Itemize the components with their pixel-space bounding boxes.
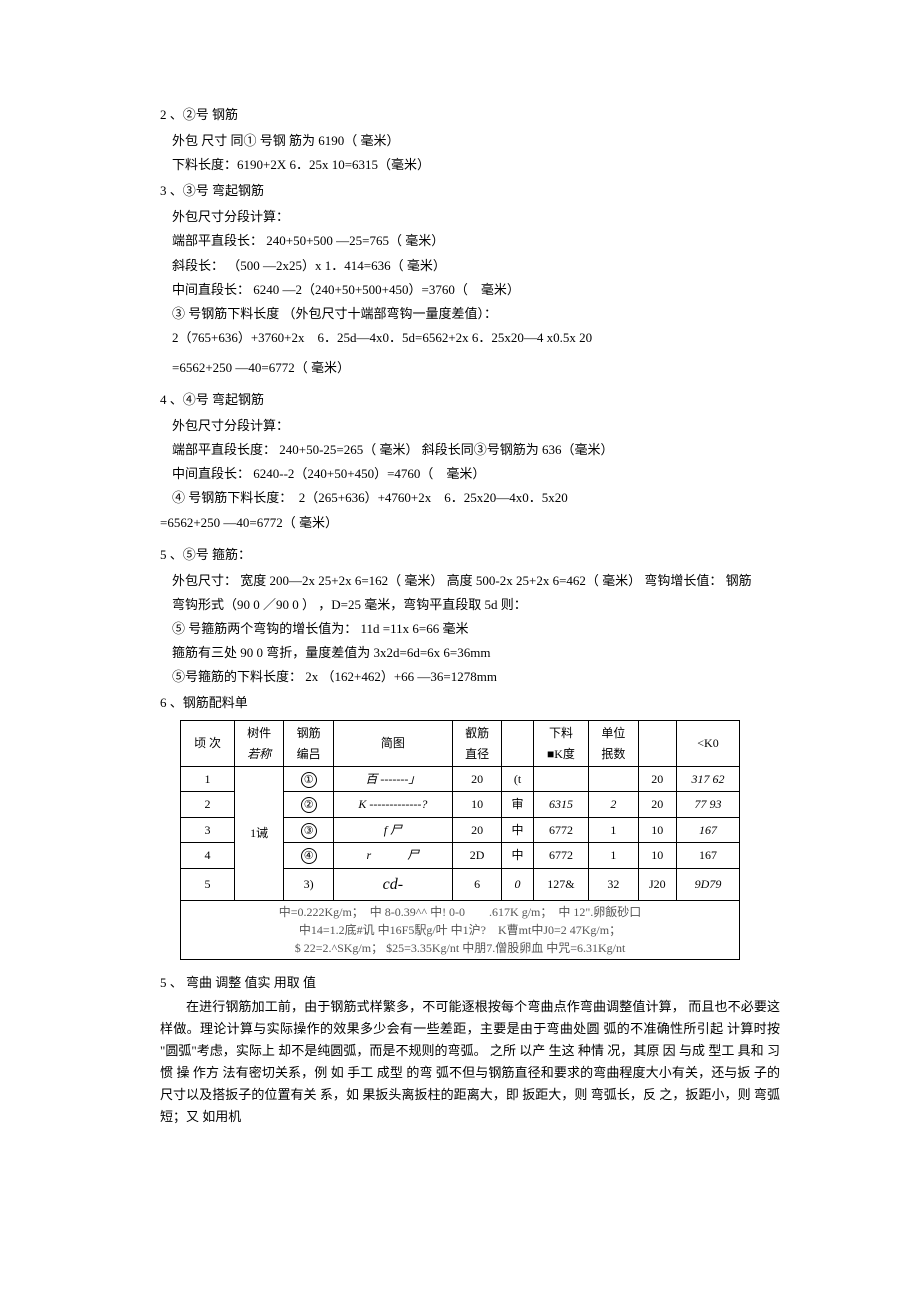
s5-line-2: 弯钩形式（90 0 ／90 0 ） ，D=25 毫米，弯钩平直段取 5d 则： <box>160 594 780 616</box>
s2-line-2: 下料长度：6190+2X 6．25x 10=6315（毫米） <box>160 154 780 176</box>
s3-line-4: 中间直段长： 6240 —2（240+50+500+450）=3760（ 毫米） <box>160 279 780 301</box>
cell-w: 167 <box>677 817 740 842</box>
cell-u: 审 <box>502 792 533 817</box>
cell-diagram: K -------------? <box>333 792 452 817</box>
cell-w: 9D79 <box>677 868 740 900</box>
s3-line-6: 2（765+636）+3760+2x 6．25d—4x0．5d=6562+2x … <box>160 327 780 349</box>
s5-line-5: ⑤号箍筋的下料长度： 2x （162+462）+66 —36=1278mm <box>160 666 780 688</box>
cell-un: 1 <box>589 843 638 868</box>
cell-cut: 6315 <box>533 792 588 817</box>
cell-u: (t <box>502 767 533 792</box>
section-3-heading: 3 、③号 弯起钢筋 <box>160 180 780 202</box>
s2-line-1: 外包 尺寸 同① 号钢 筋为 6190（ 毫米） <box>160 130 780 152</box>
cell-w: 77 93 <box>677 792 740 817</box>
cell-code: 3) <box>284 868 333 900</box>
s5-line-4: 箍筋有三处 90 0 弯折，量度差值为 3x2d=6d=6x 6=36mm <box>160 642 780 664</box>
cell-cut: 127& <box>533 868 588 900</box>
cell-dia: 2D <box>452 843 501 868</box>
th-diagram: 简图 <box>333 721 452 767</box>
cell-cut: 6772 <box>533 817 588 842</box>
cell-q: 10 <box>638 843 676 868</box>
cell-code: ② <box>284 792 333 817</box>
table-header-row: 顷 次 树件若称 钢筋编吕 简图 叡筋直径 下料■K度 单位抿数 <K0 <box>181 721 740 767</box>
section-6-heading: 6 、钢筋配料单 <box>160 692 780 714</box>
rebar-table: 顷 次 树件若称 钢筋编吕 简图 叡筋直径 下料■K度 单位抿数 <K0 1 1… <box>180 720 740 960</box>
s3-line-5: ③ 号钢筋下料长度 （外包尺寸十端部弯钩一量度差值）： <box>160 303 780 325</box>
th-cut-length: 下料■K度 <box>533 721 588 767</box>
s3-line-3: 斜段长： （500 —2x25）x 1．414=636（ 毫米） <box>160 255 780 277</box>
section-2-heading: 2 、②号 钢筋 <box>160 104 780 126</box>
th-diameter: 叡筋直径 <box>452 721 501 767</box>
cell-dia: 10 <box>452 792 501 817</box>
table-footer-cell: 中=0.222Kg/m； 中 8-0.39^^ 中! 0-0 .617K g/m… <box>181 900 740 959</box>
table-footer-row: 中=0.222Kg/m； 中 8-0.39^^ 中! 0-0 .617K g/m… <box>181 900 740 959</box>
section-5b-heading: 5 、 弯曲 调整 值实 用取 值 <box>160 972 780 994</box>
cell-code: ③ <box>284 817 333 842</box>
footer-line-1: 中=0.222Kg/m； 中 8-0.39^^ 中! 0-0 .617K g/m… <box>185 903 735 921</box>
footer-line-3: $ 22=2.^SKg/m； $25=3.35Kg/nt 中朋7.僧股卵血 中咒… <box>185 939 735 957</box>
footer-line-2: 中14=1.2底#讥 中16F5駅g/叶 中1沪? K曹mt中J0=2 47Kg… <box>185 921 735 939</box>
s5-line-1: 外包尺寸： 宽度 200—2x 25+2x 6=162（ 毫米） 高度 500-… <box>160 570 780 592</box>
cell-un: 2 <box>589 792 638 817</box>
cell-q: 20 <box>638 767 676 792</box>
cell-index: 4 <box>181 843 235 868</box>
cell-w: 317 62 <box>677 767 740 792</box>
section-4-heading: 4 、④号 弯起钢筋 <box>160 389 780 411</box>
section-5b-paragraph: 在进行钢筋加工前，由于钢筋式样繁多，不可能逐根按每个弯曲点作弯曲调整值计算， 而… <box>160 996 780 1129</box>
s3-line-2: 端部平直段长： 240+50+500 —25=765（ 毫米） <box>160 230 780 252</box>
cell-diagram: f 尸 <box>333 817 452 842</box>
cell-q: 10 <box>638 817 676 842</box>
cell-diagram: 百 -------」 <box>333 767 452 792</box>
cell-index: 1 <box>181 767 235 792</box>
cell-un: 1 <box>589 817 638 842</box>
cell-u: 中 <box>502 843 533 868</box>
cell-code: ④ <box>284 843 333 868</box>
s3-line-1: 外包尺寸分段计算： <box>160 206 780 228</box>
cell-dia: 20 <box>452 817 501 842</box>
cell-u: 0 <box>502 868 533 900</box>
cell-un <box>589 767 638 792</box>
cell-index: 2 <box>181 792 235 817</box>
cell-q: 20 <box>638 792 676 817</box>
cell-diagram: r 尸 <box>333 843 452 868</box>
th-weight: <K0 <box>677 721 740 767</box>
table-row: 1 1诫 ① 百 -------」 20 (t 20 317 62 <box>181 767 740 792</box>
th-blank2 <box>638 721 676 767</box>
th-index: 顷 次 <box>181 721 235 767</box>
s3-line-7: =6562+250 —40=6772（ 毫米） <box>160 357 780 379</box>
cell-index: 3 <box>181 817 235 842</box>
s4-line-1: 外包尺寸分段计算： <box>160 415 780 437</box>
s5-line-3: ⑤ 号箍筋两个弯钩的增长值为： 11d =11x 6=66 毫米 <box>160 618 780 640</box>
cell-cut <box>533 767 588 792</box>
cell-dia: 20 <box>452 767 501 792</box>
cell-u: 中 <box>502 817 533 842</box>
th-member-name: 树件若称 <box>234 721 283 767</box>
cell-q: J20 <box>638 868 676 900</box>
th-rebar-code: 钢筋编吕 <box>284 721 333 767</box>
s4-line-3: 中间直段长： 6240--2（240+50+450）=4760（ 毫米） <box>160 463 780 485</box>
s4-line-5: =6562+250 —40=6772（ 毫米） <box>160 512 780 534</box>
cell-diagram: cd- <box>333 868 452 900</box>
s4-line-4: ④ 号钢筋下料长度： 2（265+636）+4760+2x 6．25x20—4x… <box>160 487 780 509</box>
th-blank1 <box>502 721 533 767</box>
th-unit-qty: 单位抿数 <box>589 721 638 767</box>
section-5-heading: 5 、⑤号 箍筋： <box>160 544 780 566</box>
cell-member-name: 1诫 <box>234 767 283 901</box>
cell-dia: 6 <box>452 868 501 900</box>
cell-index: 5 <box>181 868 235 900</box>
cell-w: 167 <box>677 843 740 868</box>
cell-cut: 6772 <box>533 843 588 868</box>
cell-un: 32 <box>589 868 638 900</box>
s4-line-2: 端部平直段长度： 240+50-25=265（ 毫米） 斜段长同③号钢筋为 63… <box>160 439 780 461</box>
cell-code: ① <box>284 767 333 792</box>
